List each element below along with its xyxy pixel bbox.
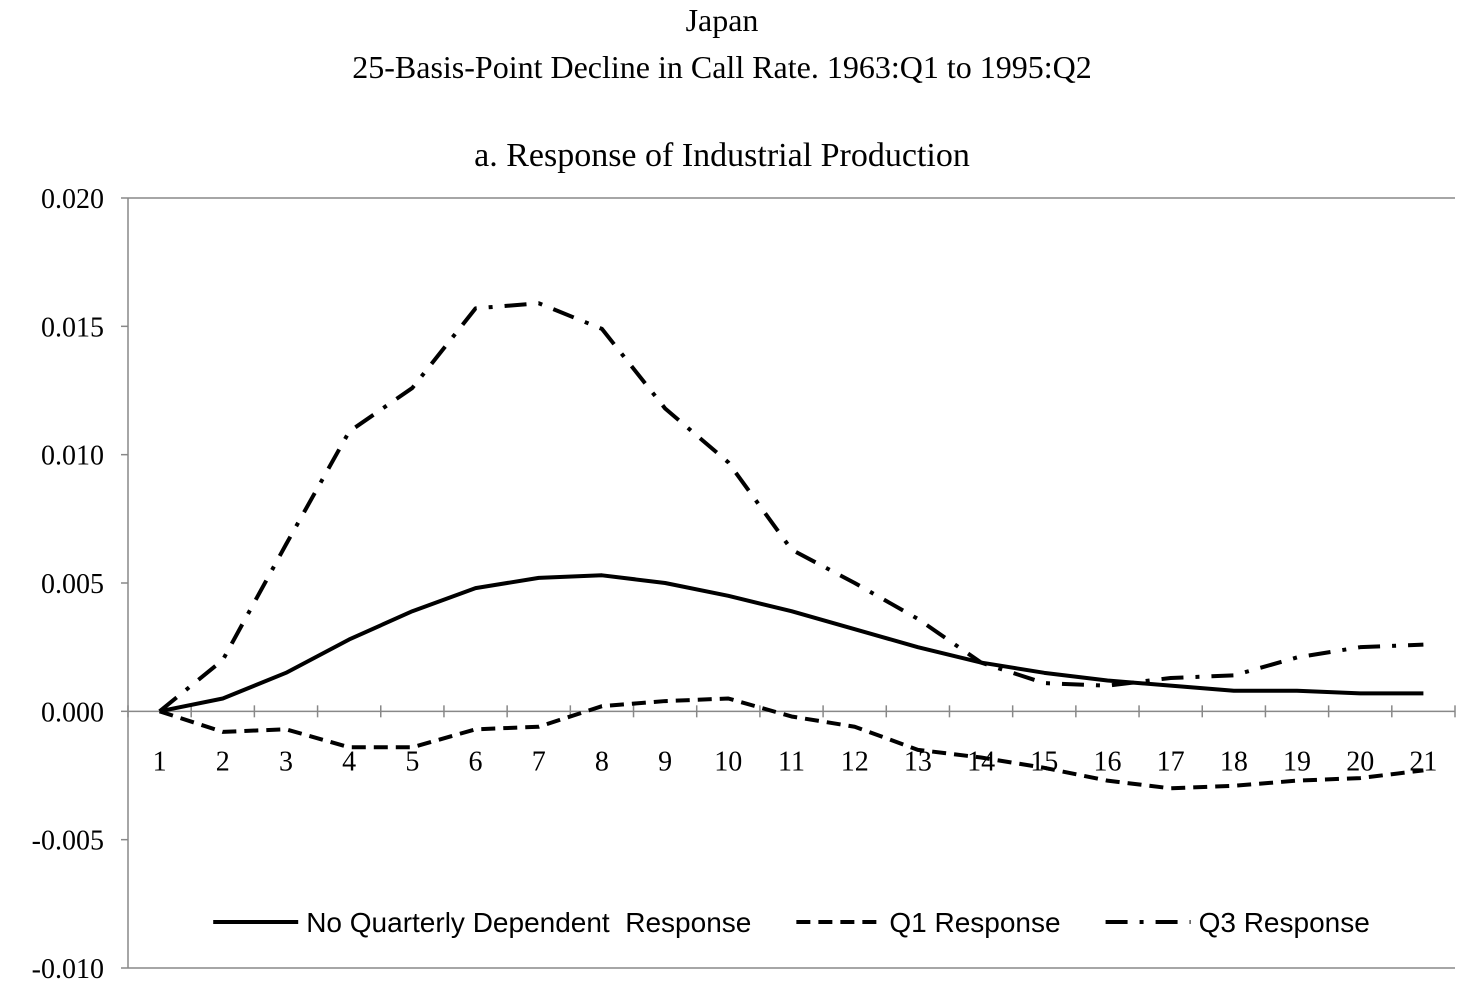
y-tick-label: 0.015 [41, 312, 104, 343]
x-tick-label: 16 [1093, 746, 1121, 777]
chart-title: Japan [686, 2, 759, 38]
y-tick-label: 0.000 [41, 697, 104, 728]
y-tick-label: 0.005 [41, 569, 104, 600]
chart-subtitle: 25-Basis-Point Decline in Call Rate. 196… [352, 49, 1091, 85]
y-tick-label: -0.005 [32, 826, 104, 857]
x-tick-label: 15 [1030, 746, 1058, 777]
x-tick-label: 4 [342, 746, 356, 777]
x-tick-label: 7 [532, 746, 546, 777]
legend-label: Q3 Response [1199, 907, 1370, 938]
x-tick-label: 19 [1283, 746, 1311, 777]
x-tick-label: 11 [778, 746, 805, 777]
x-tick-label: 9 [658, 746, 672, 777]
panel-title: a. Response of Industrial Production [474, 137, 970, 174]
y-tick-label: 0.020 [41, 184, 104, 215]
x-tick-label: 20 [1346, 746, 1374, 777]
legend-label: No Quarterly Dependent Response [306, 907, 751, 938]
x-tick-label: 5 [405, 746, 419, 777]
series-line [158, 301, 1424, 713]
x-tick-label: 1 [153, 746, 167, 777]
x-tick-label: 6 [469, 746, 483, 777]
y-tick-label: 0.010 [41, 441, 104, 472]
x-tick-label: 10 [714, 746, 742, 777]
x-tick-label: 2 [216, 746, 230, 777]
x-tick-label: 17 [1157, 746, 1185, 777]
series-line [158, 696, 1424, 791]
x-tick-label: 12 [841, 746, 869, 777]
x-tick-label: 8 [595, 746, 609, 777]
y-tick-label: -0.010 [32, 954, 104, 983]
x-tick-label: 14 [967, 746, 995, 777]
series-line [159, 573, 1424, 714]
x-tick-label: 3 [279, 746, 293, 777]
x-tick-label: 18 [1220, 746, 1248, 777]
legend-label: Q1 Response [889, 907, 1060, 938]
